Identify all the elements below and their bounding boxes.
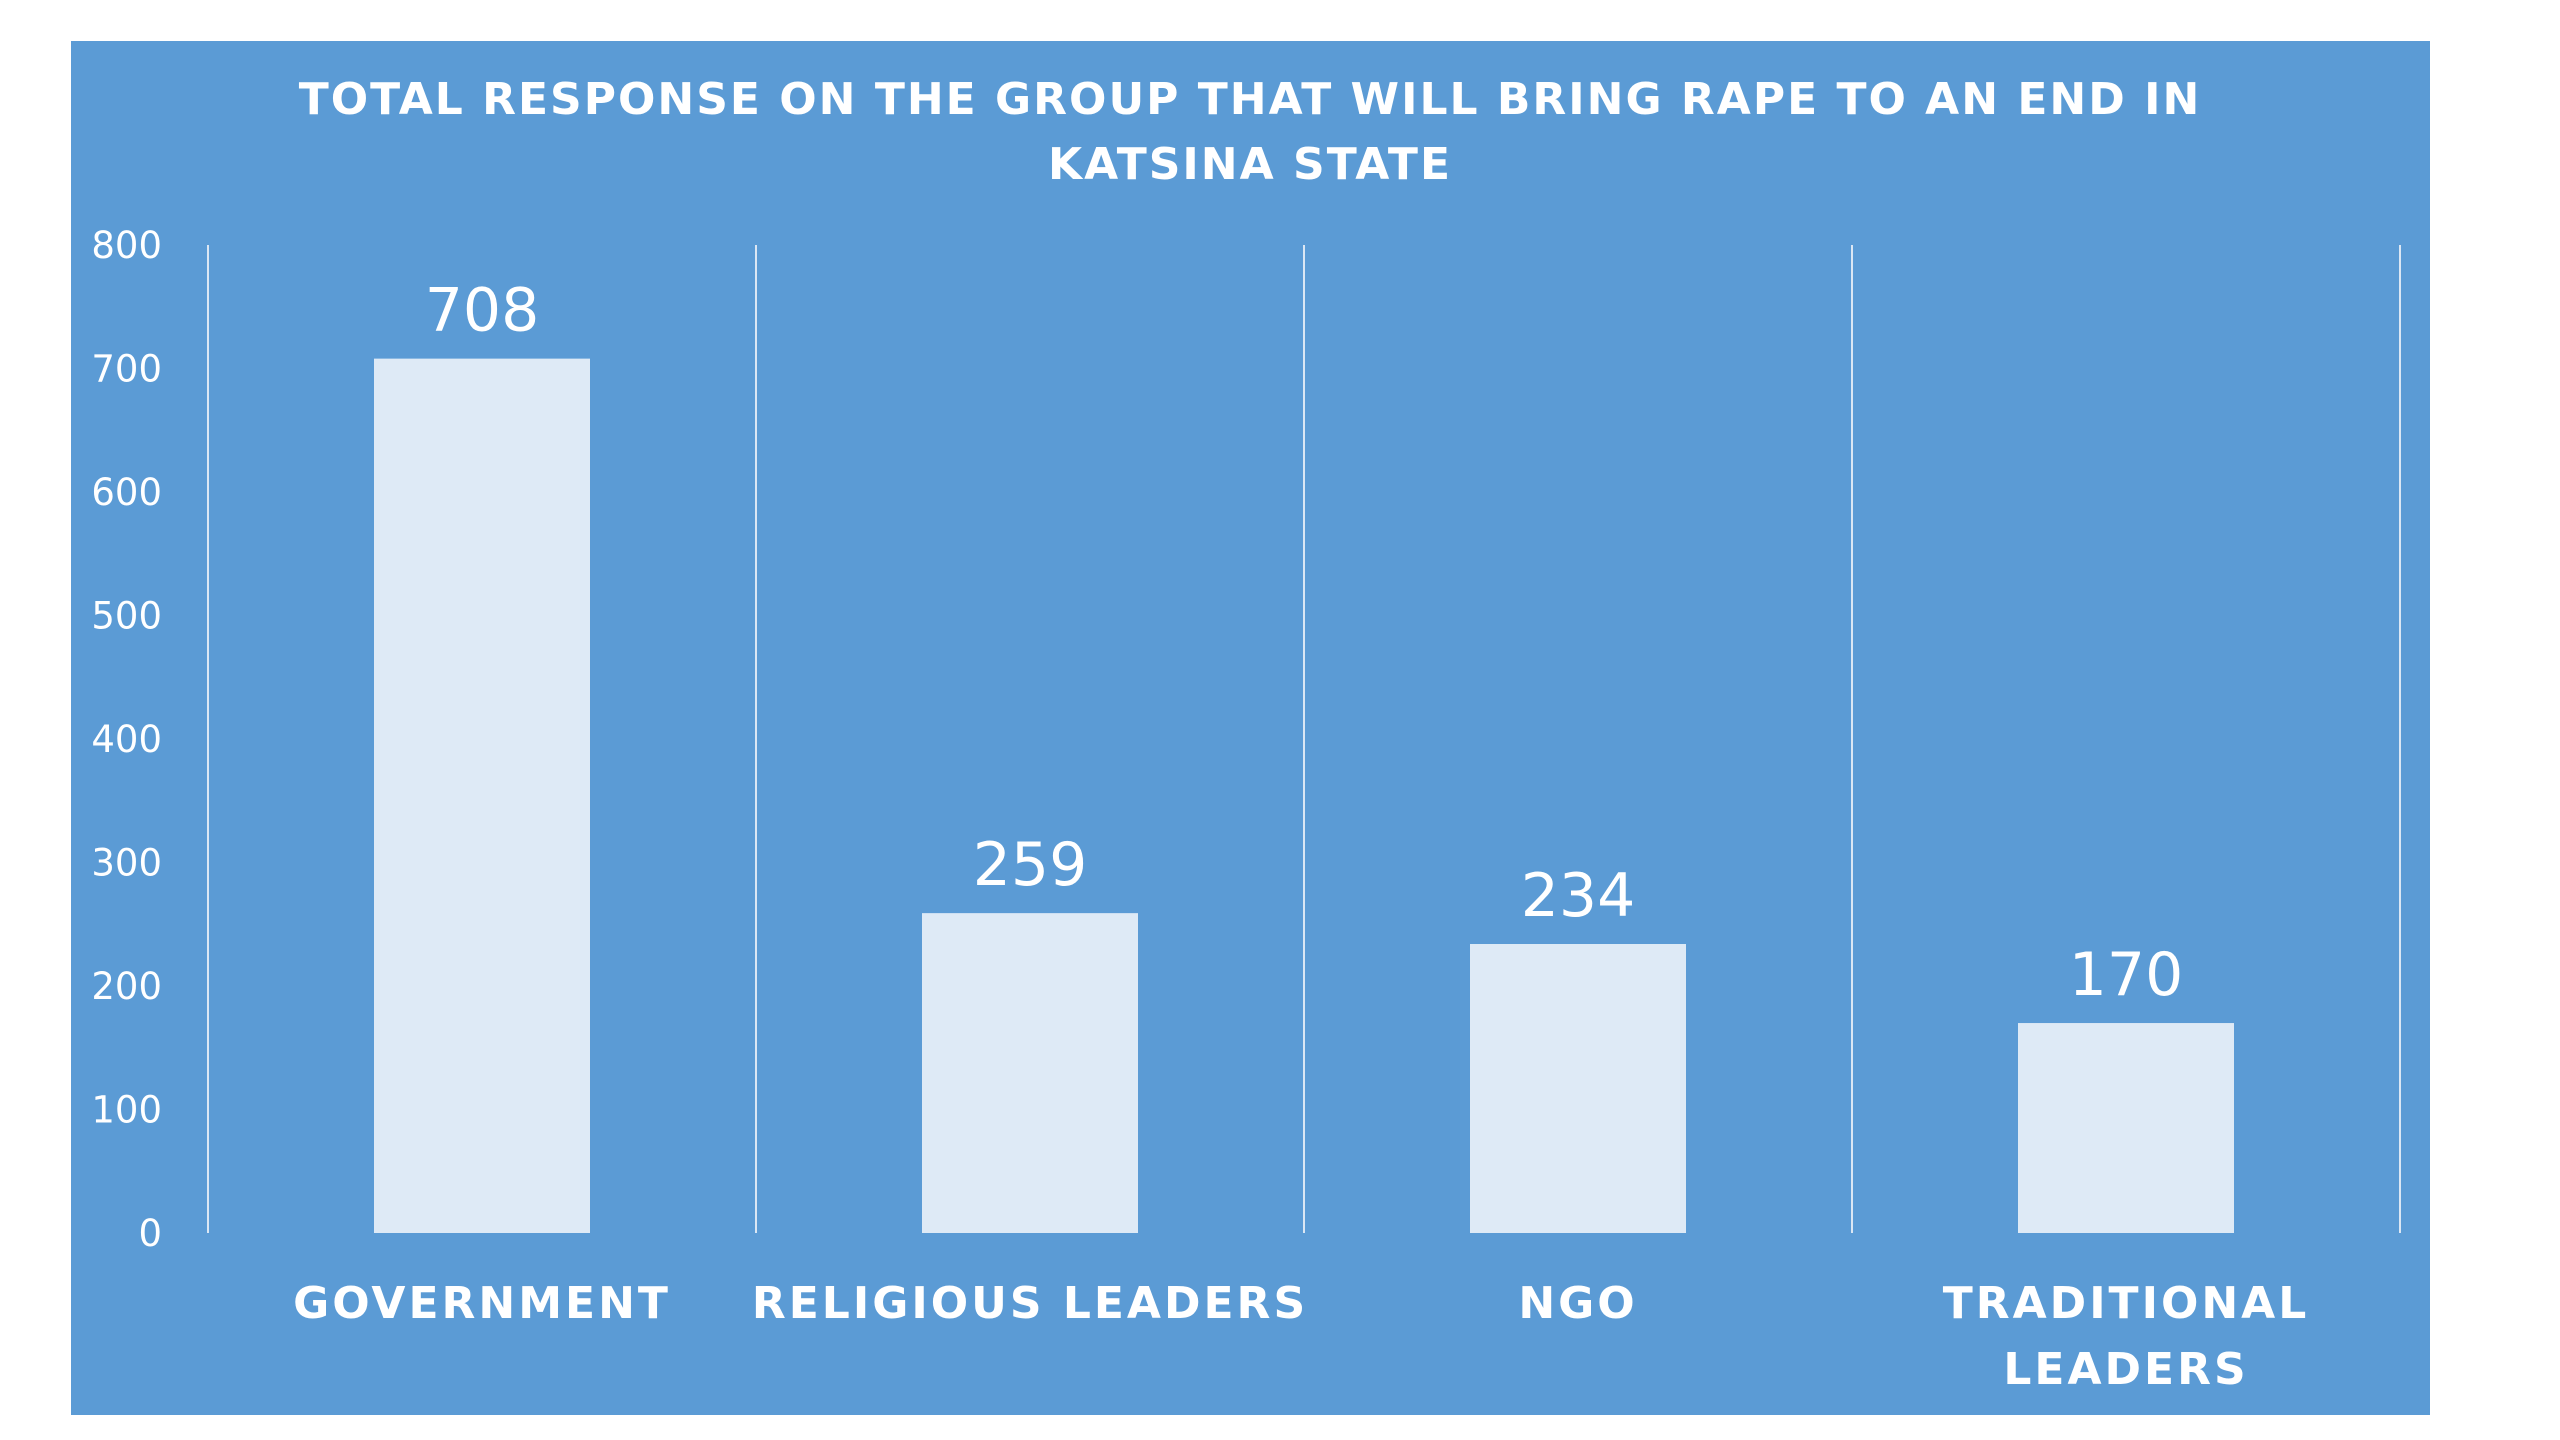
y-tick-label: 300 — [91, 842, 162, 885]
category-label: LEADERS — [2003, 1344, 2248, 1395]
data-label: 234 — [1521, 861, 1636, 931]
y-tick-label: 700 — [91, 348, 162, 391]
category-labels: GOVERNMENT RELIGIOUS LEADERS NGO TRADITIONA… — [293, 1278, 2310, 1395]
category-separators — [207, 245, 2401, 1233]
data-label: 170 — [2069, 940, 2184, 1010]
y-tick-label: 0 — [138, 1212, 162, 1255]
data-labels: 708 259 234 170 — [425, 276, 2184, 1010]
y-tick-label: 100 — [91, 1089, 162, 1132]
chart-title-line-1: TOTAL RESPONSE ON THE GROUP THAT WILL BR… — [299, 74, 2202, 125]
bar-ngo — [1470, 944, 1686, 1233]
data-label: 708 — [425, 276, 540, 346]
category-label: RELIGIOUS LEADERS — [752, 1278, 1308, 1329]
y-tick-label: 600 — [91, 471, 162, 514]
category-label: NGO — [1518, 1278, 1637, 1329]
y-tick-label: 500 — [91, 595, 162, 638]
y-tick-label: 200 — [91, 965, 162, 1008]
bar-government — [374, 358, 590, 1233]
chart-title: TOTAL RESPONSE ON THE GROUP THAT WILL BR… — [299, 74, 2202, 190]
y-tick-label: 800 — [91, 224, 162, 267]
bar-traditional-leaders — [2018, 1023, 2234, 1233]
data-label: 259 — [973, 830, 1088, 900]
bars — [374, 358, 2234, 1233]
category-label: GOVERNMENT — [293, 1278, 671, 1329]
bar-religious-leaders — [922, 913, 1138, 1233]
category-label: TRADITIONAL — [1943, 1278, 2310, 1329]
chart-title-line-2: KATSINA STATE — [1048, 139, 1452, 190]
y-axis-tick-labels: 0 100 200 300 400 500 600 700 800 — [91, 224, 162, 1255]
y-tick-label: 400 — [91, 718, 162, 761]
